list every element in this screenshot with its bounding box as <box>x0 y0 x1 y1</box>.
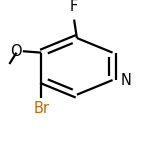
Text: F: F <box>70 0 78 14</box>
Text: N: N <box>120 73 131 88</box>
Text: Br: Br <box>33 101 49 116</box>
Text: O: O <box>10 44 21 59</box>
